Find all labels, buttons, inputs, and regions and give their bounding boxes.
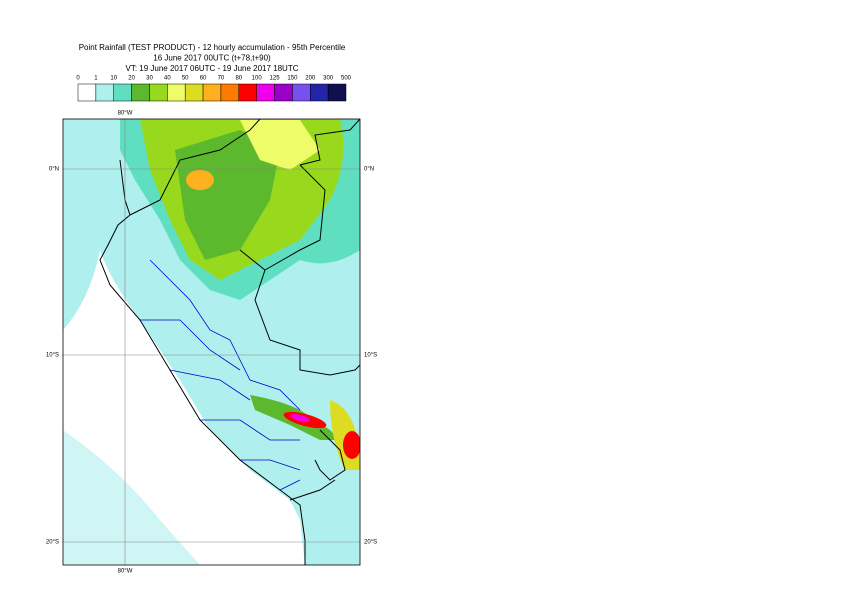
lat-label: 0°N bbox=[364, 167, 374, 173]
legend-swatch bbox=[131, 83, 150, 102]
title-line: Point Rainfall (TEST PRODUCT) - 12 hourl… bbox=[79, 43, 346, 52]
graticule-labels: 0°N 0°N 10°S 10°S 20°S 20°S 80°W 80°W bbox=[46, 111, 377, 575]
sea-field bbox=[63, 430, 200, 565]
legend-label: 30 bbox=[146, 76, 153, 82]
legend-swatch bbox=[238, 83, 257, 102]
rain-core-east bbox=[343, 431, 360, 459]
lat-label: 20°S bbox=[46, 540, 59, 546]
legend-label: 70 bbox=[218, 76, 225, 82]
title-line: VT: 19 June 2017 06UTC - 19 June 2017 18… bbox=[126, 64, 299, 73]
legend-label: 50 bbox=[182, 76, 189, 82]
legend-label: 20 bbox=[128, 76, 135, 82]
map-panel bbox=[62, 118, 361, 566]
rain-field-20 bbox=[175, 130, 280, 260]
lat-label: 0°N bbox=[49, 167, 59, 173]
legend-swatch bbox=[327, 83, 347, 102]
legend-swatch bbox=[292, 83, 311, 102]
legend-label: 200 bbox=[305, 76, 316, 82]
legend-label: 1 bbox=[94, 76, 98, 82]
regional-borders bbox=[140, 259, 301, 491]
legend-swatch bbox=[113, 83, 132, 102]
legend-label: 300 bbox=[323, 76, 334, 82]
lat-label: 20°S bbox=[364, 540, 377, 546]
legend-label: 10 bbox=[110, 76, 117, 82]
lon-label: 80°W bbox=[118, 111, 133, 117]
legend-swatch bbox=[256, 83, 275, 102]
legend-swatch bbox=[184, 83, 204, 102]
lon-label: 80°W bbox=[118, 569, 133, 575]
legend-swatch bbox=[274, 83, 293, 102]
rain-field-60 bbox=[186, 170, 214, 190]
legend-swatch bbox=[310, 83, 329, 102]
national-borders bbox=[129, 119, 360, 501]
lat-label: 10°S bbox=[364, 353, 377, 359]
rain-peak bbox=[290, 414, 310, 422]
legend-swatch bbox=[202, 83, 222, 102]
map-frame bbox=[62, 118, 361, 566]
graticule bbox=[63, 119, 360, 565]
legend-label: 40 bbox=[164, 76, 171, 82]
legend-swatch bbox=[95, 83, 114, 102]
header: Point Rainfall (TEST PRODUCT) - 12 hourl… bbox=[79, 43, 346, 73]
legend-swatch bbox=[220, 83, 240, 102]
legend-label: 150 bbox=[287, 76, 298, 82]
legend-label: 125 bbox=[270, 76, 281, 82]
legend-label: 60 bbox=[200, 76, 207, 82]
lat-label: 10°S bbox=[46, 353, 59, 359]
legend-label: 0 bbox=[76, 76, 80, 82]
legend-label: 500 bbox=[341, 76, 352, 82]
rain-field-40 bbox=[240, 120, 320, 170]
legend-swatch bbox=[149, 83, 168, 102]
legend-swatch bbox=[167, 83, 186, 102]
color-legend: 0 1 10 20 30 40 50 60 70 80 100 125 150 200 300 500 bbox=[76, 76, 352, 102]
legend-label: 100 bbox=[252, 76, 263, 82]
title-line: 16 June 2017 00UTC (t+78,t+90) bbox=[153, 54, 271, 63]
legend-label: 80 bbox=[235, 76, 242, 82]
legend-swatch bbox=[77, 83, 97, 102]
